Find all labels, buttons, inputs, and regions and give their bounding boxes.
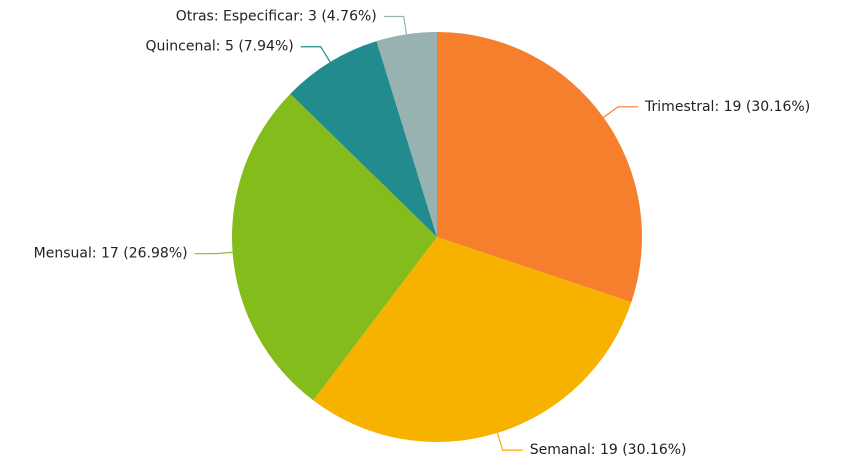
pie-slice — [437, 32, 642, 303]
slice-label: Quincenal: 5 (7.94%) — [145, 39, 293, 55]
pie-slice — [313, 237, 632, 443]
pie-slice — [231, 93, 437, 401]
pie-slice — [376, 32, 437, 237]
leader-line — [603, 106, 639, 118]
leader-line — [300, 46, 331, 63]
pie-slice — [290, 41, 437, 237]
leader-line — [383, 15, 408, 35]
leader-line — [496, 432, 523, 451]
slice-label: Trimestral: 19 (30.16%) — [644, 99, 810, 115]
slice-label: Otras: Especificar: 3 (4.76%) — [176, 8, 377, 24]
leader-line — [194, 251, 233, 255]
slice-label: Mensual: 17 (26.98%) — [34, 246, 188, 262]
slice-label: Semanal: 19 (30.16%) — [530, 442, 687, 458]
